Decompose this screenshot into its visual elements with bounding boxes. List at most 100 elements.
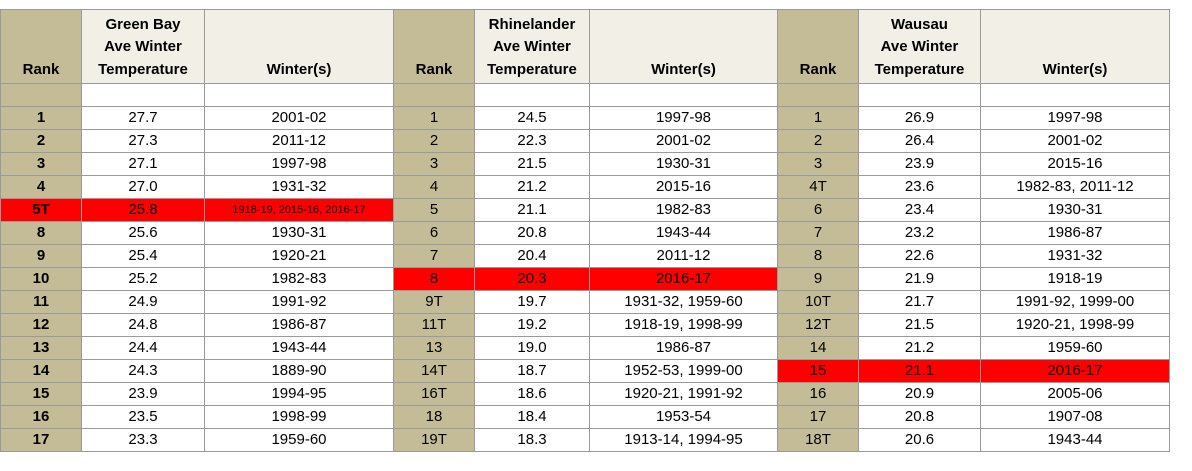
empty-cell [393, 83, 475, 107]
wa-winters-cell: 2001-02 [980, 129, 1170, 153]
rh-winters-cell: 2015-16 [589, 175, 778, 199]
table-row: 8 25.6 1930-31 6 20.8 1943-44 7 23.2 1986-87 [0, 221, 1170, 245]
wa-rank-cell: 6 [777, 198, 859, 222]
wa-temp-cell: 21.9 [858, 267, 981, 291]
wa-rank-cell: 4T [777, 175, 859, 199]
rh-winters-cell: 1953-54 [589, 405, 778, 429]
wa-temp-cell: 21.7 [858, 290, 981, 314]
empty-cell [777, 83, 859, 107]
wa-rank-cell: 15 [777, 359, 859, 383]
wa-temp-cell: 26.9 [858, 106, 981, 130]
rh-winters-cell: 1913-14, 1994-95 [589, 428, 778, 452]
wa-winters-cell: 1930-31 [980, 198, 1170, 222]
rh-temp-cell: 21.1 [474, 198, 590, 222]
gb-winters-cell: 1918-19, 2015-16, 2016-17 [204, 198, 394, 222]
rh-winters-cell: 2001-02 [589, 129, 778, 153]
rh-temp-cell: 20.3 [474, 267, 590, 291]
gb-temp-cell: 23.9 [81, 382, 205, 406]
wa-temp-cell: 20.8 [858, 405, 981, 429]
rh-winters-cell: 1982-83 [589, 198, 778, 222]
gb-temp-cell: 27.0 [81, 175, 205, 199]
wa-temp-cell: 23.9 [858, 152, 981, 176]
rh-temp-cell: 21.2 [474, 175, 590, 199]
gb-winters-cell: 2011-12 [204, 129, 394, 153]
wa-temp-cell: 20.9 [858, 382, 981, 406]
rh-temp-cell: 20.4 [474, 244, 590, 268]
wa-temp-cell: 23.6 [858, 175, 981, 199]
rh-rank-cell: 11T [393, 313, 475, 337]
wa-rank-cell: 7 [777, 221, 859, 245]
rh-temp-header: Rhinelander Ave Winter Temperature [474, 9, 590, 84]
wa-temp-header: Wausau Ave Winter Temperature [858, 9, 981, 84]
rh-temp-cell: 19.2 [474, 313, 590, 337]
table-row: 2 27.3 2011-12 2 22.3 2001-02 2 26.4 2001-02 [0, 129, 1170, 153]
empty-cell [204, 83, 394, 107]
wa-temp-header-line: Temperature [874, 60, 965, 78]
gb-winters-cell: 1889-90 [204, 359, 394, 383]
table-row: 5T 25.8 1918-19, 2015-16, 2016-17 5 21.1 1982… [0, 198, 1170, 222]
gb-rank-cell: 9 [0, 244, 82, 268]
gb-temp-header-line: Green Bay [105, 15, 181, 33]
empty-cell [980, 83, 1170, 107]
wa-winters-cell: 2015-16 [980, 152, 1170, 176]
gb-winters-cell: 1997-98 [204, 152, 394, 176]
gb-temp-cell: 25.6 [81, 221, 205, 245]
wa-winters-cell: 1997-98 [980, 106, 1170, 130]
gb-winters-cell: 1998-99 [204, 405, 394, 429]
rh-rank-cell: 19T [393, 428, 475, 452]
rh-winters-cell: 1931-32, 1959-60 [589, 290, 778, 314]
table-row: 12 24.8 1986-87 11T 19.2 1918-19, 1998-99 12T 2… [0, 313, 1170, 337]
rh-winters-cell: 1986-87 [589, 336, 778, 360]
empty-cell [474, 83, 590, 107]
wa-rank-cell: 2 [777, 129, 859, 153]
wa-temp-cell: 21.2 [858, 336, 981, 360]
rh-winters-cell: 1943-44 [589, 221, 778, 245]
table-row: 10 25.2 1982-83 8 20.3 2016-17 9 21.9 1918-19 [0, 267, 1170, 291]
gb-temp-cell: 24.3 [81, 359, 205, 383]
header-row: Rank Green Bay Ave Winter Temperature Wi… [0, 9, 1170, 84]
wa-winters-cell: 1986-87 [980, 221, 1170, 245]
table-row: 4 27.0 1931-32 4 21.2 2015-16 4T 23.6 1982-83, 2… [0, 175, 1170, 199]
gb-rank-cell: 12 [0, 313, 82, 337]
gb-rank-cell: 13 [0, 336, 82, 360]
gb-winters-cell: 1986-87 [204, 313, 394, 337]
rh-winters-cell: 2016-17 [589, 267, 778, 291]
gb-winters-header: Winter(s) [204, 9, 394, 84]
gb-temp-cell: 25.2 [81, 267, 205, 291]
rh-rank-cell: 16T [393, 382, 475, 406]
wa-rank-header: Rank [777, 9, 859, 84]
spacer-row [0, 83, 1170, 107]
winter-temperature-rankings-table: Rank Green Bay Ave Winter Temperature Wi… [0, 9, 1170, 452]
table-row: 13 24.4 1943-44 13 19.0 1986-87 14 21.2 1959-60 [0, 336, 1170, 360]
gb-rank-cell: 8 [0, 221, 82, 245]
empty-cell [858, 83, 981, 107]
table-row: 17 23.3 1959-60 19T 18.3 1913-14, 1994-95 18T 2… [0, 428, 1170, 452]
wa-winters-header: Winter(s) [980, 9, 1170, 84]
rh-rank-cell: 4 [393, 175, 475, 199]
rh-temp-cell: 18.4 [474, 405, 590, 429]
gb-temp-cell: 23.5 [81, 405, 205, 429]
rh-temp-cell: 19.7 [474, 290, 590, 314]
wa-rank-cell: 16 [777, 382, 859, 406]
wa-winters-cell: 1943-44 [980, 428, 1170, 452]
wa-temp-header-line: Ave Winter [880, 38, 959, 55]
gb-rank-cell: 2 [0, 129, 82, 153]
rh-winters-cell: 1952-53, 1999-00 [589, 359, 778, 383]
wa-winters-cell: 1931-32 [980, 244, 1170, 268]
rh-rank-cell: 1 [393, 106, 475, 130]
wa-rank-cell: 3 [777, 152, 859, 176]
gb-winters-cell: 1931-32 [204, 175, 394, 199]
rh-winters-cell: 2011-12 [589, 244, 778, 268]
gb-winters-cell: 2001-02 [204, 106, 394, 130]
wa-winters-cell: 2005-06 [980, 382, 1170, 406]
rh-temp-cell: 18.3 [474, 428, 590, 452]
rh-temp-cell: 21.5 [474, 152, 590, 176]
rh-temp-cell: 19.0 [474, 336, 590, 360]
rh-winters-cell: 1997-98 [589, 106, 778, 130]
gb-rank-cell: 16 [0, 405, 82, 429]
rh-winters-header: Winter(s) [589, 9, 778, 84]
table-row: 3 27.1 1997-98 3 21.5 1930-31 3 23.9 2015-16 [0, 152, 1170, 176]
empty-cell [81, 83, 205, 107]
wa-temp-cell: 22.6 [858, 244, 981, 268]
table-row: 1 27.7 2001-02 1 24.5 1997-98 1 26.9 1997-98 [0, 106, 1170, 130]
